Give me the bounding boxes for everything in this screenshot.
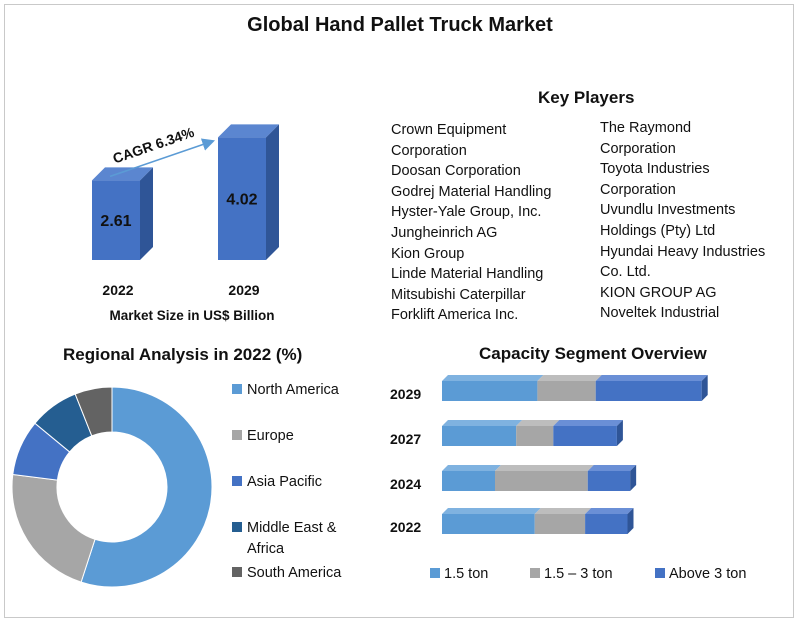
regional-legend-label: North America <box>247 382 339 398</box>
key-player-line: Corporation <box>600 140 676 157</box>
capacity-bar-segment <box>587 471 631 491</box>
market-bar-top <box>92 167 153 181</box>
capacity-bar-segment <box>553 426 617 446</box>
key-player-line: Doosan Corporation <box>391 163 521 180</box>
key-player-line: Corporation <box>391 142 467 159</box>
capacity-category-label: 2027 <box>390 431 421 447</box>
capacity-category-label: 2024 <box>390 476 421 492</box>
key-player-line: Hyundai Heavy Industries <box>600 243 766 260</box>
market-bar-top <box>218 124 279 138</box>
market-category-label: 2022 <box>102 282 133 298</box>
key-player-line: Toyota Industries <box>600 161 710 178</box>
capacity-bar-segment <box>534 514 586 534</box>
market-bar <box>92 180 140 260</box>
capacity-bar-top <box>516 420 560 426</box>
regional-chart-title: Regional Analysis in 2022 (%) <box>63 345 303 364</box>
capacity-bar-end <box>616 420 623 446</box>
donut-slice <box>74 386 113 437</box>
figure-frame <box>4 4 794 618</box>
legend-swatch <box>232 522 242 532</box>
capacity-bar-segment <box>537 381 596 401</box>
capacity-bar-top <box>442 420 523 426</box>
legend-swatch <box>232 430 242 440</box>
capacity-chart-title: Capacity Segment Overview <box>479 344 707 363</box>
capacity-legend-label: Above 3 ton <box>669 566 746 582</box>
capacity-bar-top <box>442 465 501 471</box>
regional-donut-chart <box>11 386 213 588</box>
capacity-bar-top <box>585 508 634 514</box>
regional-legend-item: Middle East & Africa <box>232 518 362 560</box>
market-bar-value-label: 4.02 <box>226 192 257 209</box>
capacity-legend-swatch <box>430 568 440 578</box>
key-player-line: Crown Equipment <box>391 122 507 138</box>
capacity-bar-segment <box>595 381 702 401</box>
legend-swatch <box>232 567 242 577</box>
capacity-bar-end <box>630 465 637 491</box>
capacity-legend-swatch <box>655 568 665 578</box>
key-players-column-2: The Raymond Corporation Toyota Industries C… <box>600 118 765 324</box>
key-player-line: The Raymond <box>600 120 692 136</box>
donut-slice <box>11 473 96 583</box>
donut-slice <box>80 386 213 588</box>
key-player-line: Co. Ltd. <box>600 264 651 281</box>
capacity-segment-chart: 2029 2027 2024 2022 1.5 ton 1.5 – 3 ton Above… <box>390 375 746 582</box>
capacity-bar-top <box>595 375 708 381</box>
capacity-bar-top <box>495 465 594 471</box>
regional-legend-label: Asia Pacific <box>247 474 322 490</box>
key-player-line: Jungheinrich AG <box>391 224 498 241</box>
key-player-line: Holdings (Pty) Ltd <box>600 222 716 239</box>
regional-legend-item: Asia Pacific <box>232 472 362 493</box>
capacity-bar-end <box>627 508 634 534</box>
key-players-heading: Key Players <box>538 88 635 107</box>
capacity-legend-swatch <box>530 568 540 578</box>
market-bar <box>218 137 266 260</box>
capacity-bar-segment <box>442 471 495 491</box>
legend-swatch <box>232 384 242 394</box>
key-player-line: Noveltek Industrial <box>600 305 720 322</box>
capacity-legend-label: 1.5 ton <box>444 566 488 582</box>
key-player-line: Corporation <box>600 181 676 198</box>
key-player-line: Godrej Material Handling <box>391 183 552 200</box>
cagr-arrow <box>109 138 216 178</box>
capacity-bar-top <box>587 465 637 471</box>
page-title: Global Hand Pallet Truck Market <box>247 14 553 36</box>
market-category-label: 2029 <box>228 282 259 298</box>
regional-legend-label: Europe <box>247 428 294 444</box>
key-players-column-1: Crown Equipment Corporation Doosan Corpora… <box>391 120 551 326</box>
key-player-line: Forklift America Inc. <box>391 307 519 324</box>
market-bar-value-label: 2.61 <box>100 213 131 230</box>
regional-legend-label: Middle East & Africa <box>247 520 337 557</box>
market-size-chart: 2.61 2022 4.02 2029 CAGR 6.34% Market Size … <box>92 124 279 323</box>
regional-legend-item: North America <box>232 380 362 401</box>
market-bar-side <box>140 167 153 260</box>
regional-legend-label: South America <box>247 565 342 581</box>
capacity-bar-segment <box>516 426 554 446</box>
capacity-bar-top <box>442 375 544 381</box>
market-bar-side <box>266 124 279 260</box>
capacity-bar-segment <box>442 381 538 401</box>
capacity-category-label: 2029 <box>390 386 421 402</box>
capacity-bar-end <box>701 375 708 401</box>
key-player-line: Uvundlu Investments <box>600 202 736 219</box>
capacity-bar-top <box>442 508 541 514</box>
capacity-bar-segment <box>585 514 628 534</box>
regional-legend-item: South America <box>232 563 362 584</box>
capacity-bar-top <box>553 420 623 426</box>
legend-swatch <box>232 476 242 486</box>
key-player-line: Mitsubishi Caterpillar <box>391 286 526 303</box>
capacity-bar-segment <box>442 514 535 534</box>
key-player-line: Linde Material Handling <box>391 266 544 283</box>
capacity-bar-top <box>537 375 602 381</box>
capacity-legend-label: 1.5 – 3 ton <box>544 566 613 582</box>
key-player-line: Hyster-Yale Group, Inc. <box>391 204 542 221</box>
capacity-bar-top <box>534 508 592 514</box>
market-size-xlabel: Market Size in US$ Billion <box>109 308 274 323</box>
key-player-line: Kion Group <box>391 245 465 262</box>
capacity-bar-segment <box>495 471 588 491</box>
capacity-bar-segment <box>442 426 517 446</box>
regional-legend-item: Europe <box>232 426 362 447</box>
cagr-label: CAGR 6.34% <box>111 124 197 167</box>
capacity-category-label: 2022 <box>390 519 421 535</box>
key-player-line: KION GROUP AG <box>600 284 717 301</box>
